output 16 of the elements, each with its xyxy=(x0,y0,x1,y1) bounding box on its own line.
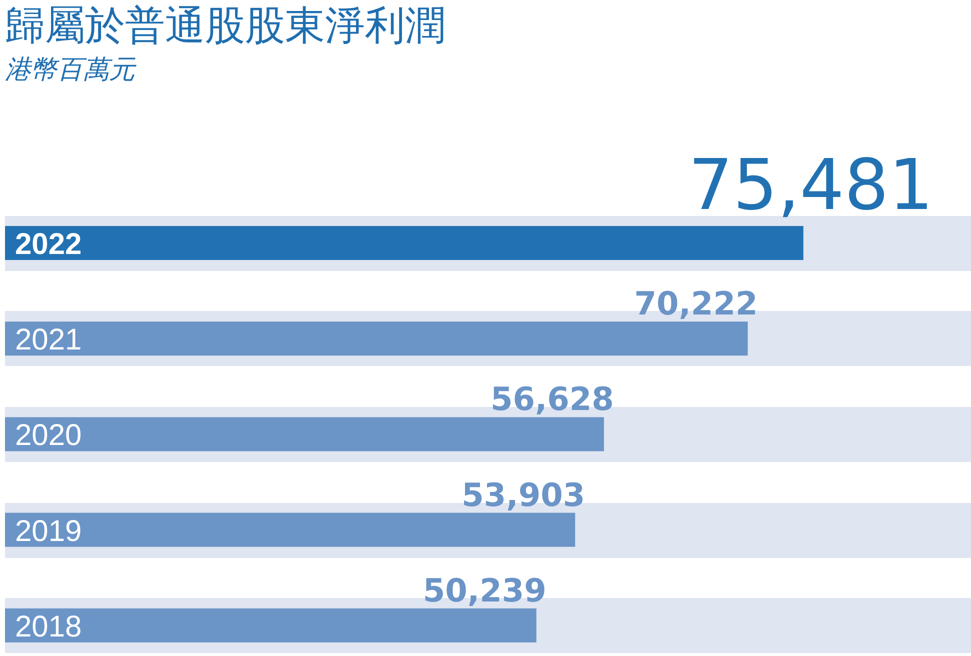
y-tick-label: 2022 xyxy=(15,228,82,261)
chart-title: 歸屬於普通股股東淨利潤 xyxy=(5,2,446,51)
y-tick-label: 2018 xyxy=(15,610,82,644)
bar xyxy=(5,512,576,547)
bar xyxy=(5,417,604,452)
chart-subtitle: 港幣百萬元 xyxy=(5,54,138,87)
data-label: 70,222 xyxy=(634,284,758,323)
data-label: 75,481 xyxy=(688,144,934,226)
bar xyxy=(5,608,536,642)
y-tick-label: 2019 xyxy=(15,514,82,548)
bar xyxy=(5,322,748,356)
y-tick-label: 2021 xyxy=(15,324,82,357)
y-tick-label: 2020 xyxy=(15,419,82,452)
data-label: 56,628 xyxy=(490,380,614,418)
data-label: 50,239 xyxy=(422,571,546,610)
data-label: 53,903 xyxy=(462,476,586,514)
